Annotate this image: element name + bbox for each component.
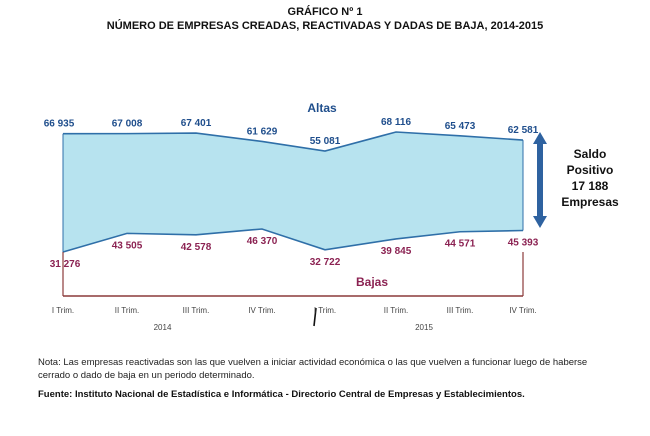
data-label-bajas: 45 393 bbox=[508, 237, 539, 248]
data-label-bajas: 46 370 bbox=[247, 236, 278, 247]
saldo-annotation-line: Positivo bbox=[567, 163, 614, 177]
series-line-altas bbox=[62, 131, 524, 152]
saldo-annotation-line: Saldo bbox=[574, 147, 607, 161]
chart-source: Fuente: Instituto Nacional de Estadístic… bbox=[38, 389, 525, 400]
saldo-arrow-head-bottom bbox=[533, 216, 547, 228]
data-label-altas: 62 581 bbox=[508, 125, 539, 136]
data-label-altas: 67 008 bbox=[112, 119, 143, 130]
chart-note: Nota: Las empresas reactivadas son las q… bbox=[38, 357, 588, 381]
saldo-arrow-head-top bbox=[533, 132, 547, 144]
year-divider-mark bbox=[313, 307, 317, 327]
chart-title: GRÁFICO Nº 1 bbox=[287, 6, 363, 18]
annotation-layer: Saldo Positivo 17 188 Empresas bbox=[533, 132, 619, 228]
series-label-bajas: Bajas bbox=[356, 275, 388, 289]
data-label-altas: 66 935 bbox=[44, 119, 75, 130]
label-layer: 66 935 67 008 67 401 61 629 55 081 68 116 65 4… bbox=[44, 101, 539, 289]
data-label-bajas: 39 845 bbox=[381, 246, 412, 257]
data-label-altas: 65 473 bbox=[445, 121, 476, 132]
x-tick-label: IV Trim. bbox=[248, 306, 276, 315]
x-tick-label: III Trim. bbox=[183, 306, 210, 315]
data-label-altas: 67 401 bbox=[181, 118, 212, 129]
chart-subtitle: NÚMERO DE EMPRESAS CREADAS, REACTIVADAS … bbox=[106, 20, 544, 32]
data-label-altas: 55 081 bbox=[310, 136, 341, 147]
data-label-altas: 61 629 bbox=[247, 126, 278, 137]
saldo-band bbox=[63, 132, 523, 252]
year-label: 2015 bbox=[415, 323, 433, 332]
x-tick-label: I Trim. bbox=[314, 306, 336, 315]
saldo-arrow-shaft bbox=[537, 142, 543, 218]
chart-canvas: I Trim. II Trim. III Trim. IV Trim. I Trim. I… bbox=[44, 101, 619, 332]
saldo-annotation-line: 17 188 bbox=[572, 179, 609, 193]
series-line-bajas bbox=[62, 228, 524, 253]
data-label-bajas: 31 276 bbox=[50, 259, 81, 270]
x-tick-label: IV Trim. bbox=[509, 306, 537, 315]
saldo-annotation-line: Empresas bbox=[561, 195, 619, 209]
area-layer bbox=[62, 131, 524, 253]
data-label-bajas: 44 571 bbox=[445, 239, 476, 250]
data-label-bajas: 43 505 bbox=[112, 240, 143, 251]
data-label-bajas: 42 578 bbox=[181, 242, 212, 253]
x-tick-label: II Trim. bbox=[115, 306, 139, 315]
year-label: 2014 bbox=[154, 323, 172, 332]
data-label-bajas: 32 722 bbox=[310, 257, 341, 268]
x-tick-label: III Trim. bbox=[447, 306, 474, 315]
x-tick-label: II Trim. bbox=[384, 306, 408, 315]
series-label-altas: Altas bbox=[307, 101, 337, 115]
x-tick-label: I Trim. bbox=[52, 306, 74, 315]
data-label-altas: 68 116 bbox=[381, 117, 411, 128]
axis-layer: I Trim. II Trim. III Trim. IV Trim. I Trim. I… bbox=[52, 252, 537, 332]
